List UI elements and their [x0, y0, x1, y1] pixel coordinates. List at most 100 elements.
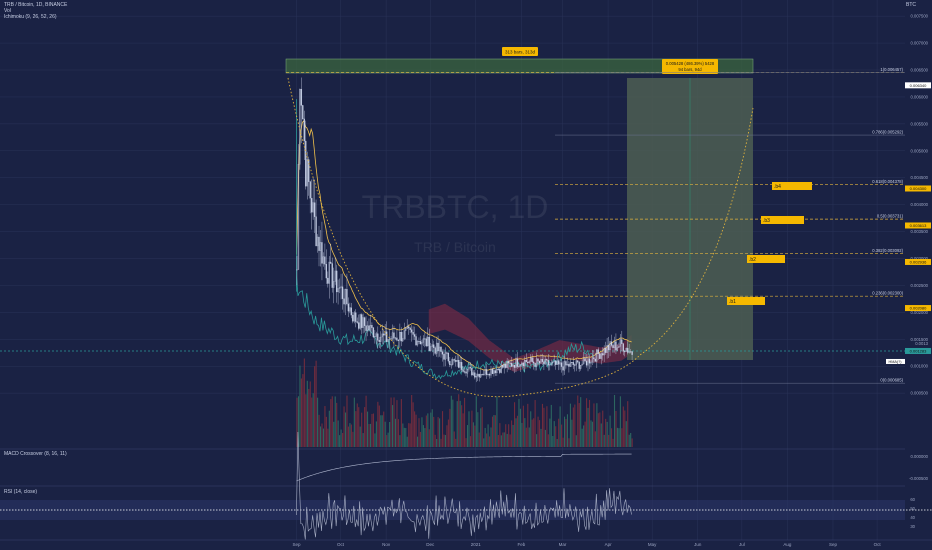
- volume-bar: [368, 423, 370, 447]
- volume-bar: [330, 399, 332, 447]
- x-tick-label: Feb: [517, 542, 525, 547]
- x-tick-label: Sep: [829, 542, 838, 547]
- volume-bar: [361, 412, 363, 447]
- volume-bar: [314, 366, 316, 447]
- projection-label-bg: [662, 59, 718, 74]
- symbol-line[interactable]: TRB / Bitcoin, 1D, BINANCE: [4, 2, 68, 8]
- volume-bar: [349, 423, 351, 447]
- candle-body: [359, 314, 361, 329]
- candle-body: [383, 333, 385, 336]
- volume-bar: [478, 432, 480, 447]
- volume-bar: [447, 419, 449, 447]
- volume-bar: [522, 405, 524, 447]
- candle-body: [571, 362, 573, 364]
- volume-bar: [566, 414, 569, 447]
- x-tick-label: Oct: [874, 542, 882, 547]
- candle-body: [471, 367, 473, 376]
- volume-bar: [440, 438, 442, 447]
- candle-body: [441, 351, 444, 355]
- axis-tag-bg: [905, 222, 931, 229]
- volume-bar: [594, 431, 596, 447]
- volume-bar: [624, 410, 626, 447]
- volume-bar: [472, 422, 474, 447]
- candle-body: [430, 346, 432, 351]
- candle-body: [606, 345, 608, 353]
- volume-bar: [615, 410, 617, 447]
- candle-body: [609, 341, 611, 351]
- candle-body: [418, 341, 420, 342]
- volume-bar: [616, 427, 618, 447]
- target-bg: [772, 182, 812, 190]
- time-axis[interactable]: Sep Oct Nov Dec 2021 Feb Mar Apr May Jun Jul Aug Sep…: [0, 539, 932, 547]
- candle-body: [555, 360, 557, 365]
- candle-body: [537, 358, 539, 362]
- candle-body: [435, 342, 438, 354]
- volume-bar: [550, 404, 552, 447]
- volume-bar: [303, 358, 305, 447]
- axis-tag-text: 0.001283: [910, 348, 927, 353]
- rsi-line: [296, 432, 632, 540]
- y-tick-label: 0.001500: [911, 337, 929, 342]
- volume-bar: [387, 432, 389, 447]
- high-tag-text: 0.006340: [910, 83, 927, 88]
- rsi-label[interactable]: RSI (14, close): [4, 489, 38, 495]
- candle-body: [544, 359, 547, 365]
- volume-bar: [611, 428, 613, 447]
- volume-bar: [390, 397, 392, 447]
- candle-body: [374, 336, 376, 338]
- volume-bar: [403, 427, 405, 447]
- volume-bar: [353, 397, 355, 447]
- volume-bar: [377, 401, 379, 447]
- volume-bar: [465, 438, 467, 447]
- volume-bar: [471, 410, 473, 447]
- candle-body: [446, 352, 448, 354]
- volume-bar: [597, 413, 599, 447]
- volume-bar: [325, 416, 327, 447]
- macd-tick: -0.000500: [909, 476, 929, 481]
- volume-bar: [309, 381, 311, 447]
- candle-body: [613, 341, 616, 349]
- candle-body: [385, 331, 388, 342]
- candle-body: [477, 373, 479, 377]
- candle-body: [474, 372, 476, 378]
- candle-body: [574, 364, 576, 366]
- candle-body: [610, 341, 613, 346]
- candle-body: [328, 261, 330, 284]
- price-axis[interactable]: 0.007500 0.007000 0.006500 0.006000 0.005500…: [886, 14, 931, 396]
- candle-body: [397, 339, 400, 341]
- candle-body: [405, 328, 407, 331]
- volume-bar: [461, 405, 463, 447]
- vol-label[interactable]: Vol: [4, 8, 11, 14]
- candle-body: [409, 327, 411, 330]
- candle-body: [302, 105, 304, 120]
- range-label-text: 313 bars, 313d: [505, 50, 536, 55]
- currency-label: BTC: [906, 2, 916, 8]
- volume-bar: [572, 407, 574, 447]
- macd-label[interactable]: MACD Crossover (8, 16, 11): [4, 451, 67, 457]
- volume-bar: [493, 415, 495, 447]
- volume-bar: [474, 425, 476, 447]
- candle-body: [456, 360, 458, 362]
- candle-body: [311, 198, 313, 213]
- axis-tag-bg: [905, 185, 931, 192]
- candle-body: [607, 345, 610, 351]
- candle-body: [340, 286, 342, 288]
- ichimoku-label[interactable]: Ichimoku (9, 26, 52, 26): [4, 14, 57, 20]
- candle-body: [408, 326, 410, 329]
- macd-pane: 0.000000 -0.000500: [0, 448, 929, 482]
- volume-bar: [344, 412, 347, 447]
- volume-bar: [541, 403, 544, 447]
- volume-bar: [296, 397, 298, 447]
- volume-bar: [394, 418, 397, 447]
- y-tick-label: 0.000500: [911, 391, 929, 396]
- candle-body: [402, 338, 404, 342]
- candle-body: [434, 347, 436, 354]
- watermark-ticker: TRBBTC, 1D: [362, 189, 549, 225]
- volume-bar: [625, 421, 627, 447]
- range-highlight: [285, 58, 754, 74]
- target-bg: [761, 216, 804, 224]
- candle-body: [344, 289, 347, 305]
- candle-body: [560, 362, 563, 367]
- rsi-tick: 60: [910, 497, 915, 502]
